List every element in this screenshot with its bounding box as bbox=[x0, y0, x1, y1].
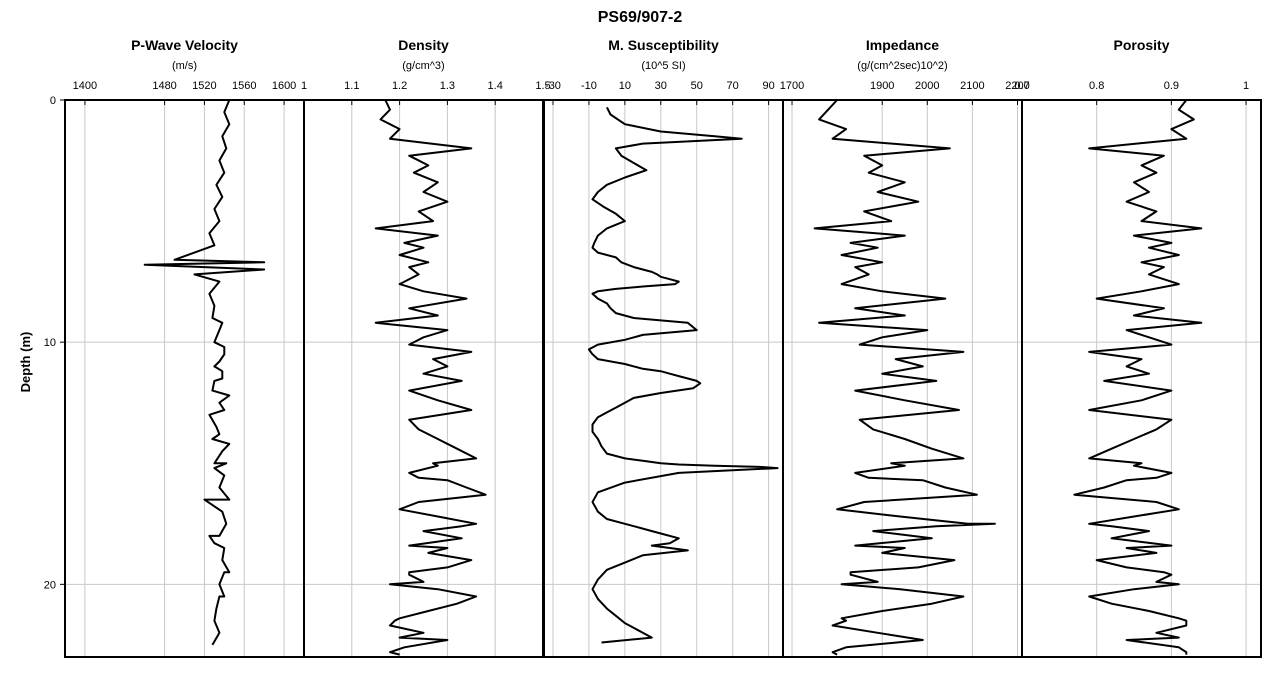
y-axis-label: Depth (m) bbox=[18, 332, 33, 393]
x-tick-label: 1.5 bbox=[535, 80, 550, 92]
x-tick-label: 50 bbox=[691, 80, 703, 92]
x-tick-label: 2200 bbox=[1005, 80, 1029, 92]
y-tick-label: 0 bbox=[50, 95, 56, 107]
x-tick-label: 1400 bbox=[73, 80, 97, 92]
log-tracks: P-Wave Velocity (m/s) 1400 1480 1520 1560 1600… bbox=[44, 37, 1262, 658]
track-title: Impedance bbox=[866, 37, 939, 53]
track-4: Impedance (g/(cm^2sec)10^2) 1700 1900 2000 21… bbox=[780, 37, 1030, 658]
track-1: P-Wave Velocity (m/s) 1400 1480 1520 1560 1600 bbox=[64, 37, 305, 658]
track-3: M. Susceptibility (10^5 SI) -30 -10 10 30 50 70… bbox=[543, 37, 784, 658]
x-tick-label: 0.9 bbox=[1164, 80, 1179, 92]
x-tick-label: 1600 bbox=[272, 80, 296, 92]
x-tick-label: 1480 bbox=[152, 80, 176, 92]
x-tick-label: 1900 bbox=[870, 80, 894, 92]
x-tick-label: 1.1 bbox=[344, 80, 359, 92]
x-tick-label: 1.4 bbox=[488, 80, 503, 92]
data-line-track-4 bbox=[813, 99, 996, 656]
x-tick-label: 2000 bbox=[915, 80, 939, 92]
track-frame bbox=[1021, 99, 1262, 658]
x-tick-label: 30 bbox=[655, 80, 667, 92]
x-tick-label: 1.2 bbox=[392, 80, 407, 92]
track-unit-label: (g/cm^3) bbox=[402, 60, 444, 72]
track-unit-label: (m/s) bbox=[172, 60, 197, 72]
track-title: P-Wave Velocity bbox=[131, 37, 238, 53]
track-unit-label: (10^5 SI) bbox=[641, 60, 685, 72]
track-2: Density (g/cm^3) 1 1.1 1.2 1.3 1.4 1.5 bbox=[301, 37, 551, 658]
x-tick-label: 1 bbox=[1243, 80, 1249, 92]
track-title: M. Susceptibility bbox=[608, 37, 719, 53]
x-tick-label: 0.8 bbox=[1089, 80, 1104, 92]
track-5: Porosity 0.7 0.8 0.9 1 bbox=[1014, 37, 1262, 658]
data-line-track-1 bbox=[143, 99, 266, 646]
track-title: Porosity bbox=[1113, 37, 1169, 53]
x-tick-label: 1.3 bbox=[440, 80, 455, 92]
x-tick-label: -30 bbox=[545, 80, 561, 92]
track-frame bbox=[543, 99, 784, 658]
y-tick-label: 10 bbox=[44, 337, 56, 349]
track-title: Density bbox=[398, 37, 449, 53]
data-line-track-5 bbox=[1073, 99, 1203, 655]
x-tick-label: 1520 bbox=[192, 80, 216, 92]
x-tick-label: 2100 bbox=[960, 80, 984, 92]
x-tick-label: 1700 bbox=[780, 80, 804, 92]
track-frame bbox=[303, 99, 544, 658]
x-tick-label: 0.7 bbox=[1014, 80, 1029, 92]
x-tick-label: 90 bbox=[762, 80, 774, 92]
x-tick-label: 70 bbox=[727, 80, 739, 92]
track-frame bbox=[64, 99, 305, 658]
data-line-track-2 bbox=[374, 99, 487, 656]
x-tick-label: 1560 bbox=[232, 80, 256, 92]
x-tick-label: 1 bbox=[301, 80, 307, 92]
x-tick-label: -10 bbox=[581, 80, 597, 92]
y-tick-label: 20 bbox=[44, 579, 56, 591]
x-tick-label: 10 bbox=[619, 80, 631, 92]
track-unit-label: (g/(cm^2sec)10^2) bbox=[857, 60, 947, 72]
data-line-track-3 bbox=[587, 106, 779, 644]
chart-title: PS69/907-2 bbox=[598, 9, 683, 26]
